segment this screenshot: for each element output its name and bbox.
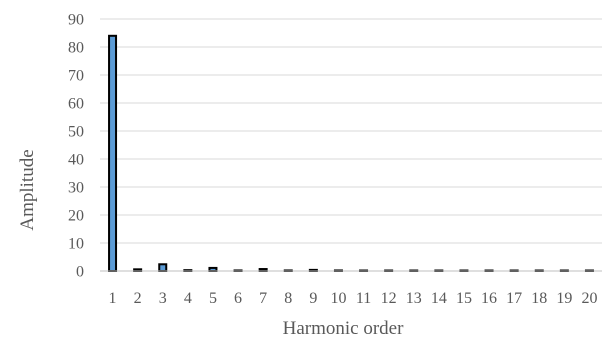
x-tick-label: 12 [381,290,397,307]
x-tick-label: 1 [109,290,117,307]
x-tick-label: 16 [481,290,497,307]
x-tick-label: 10 [330,290,346,307]
y-tick-label: 20 [68,208,84,225]
y-tick-label: 30 [68,180,84,197]
bars [108,34,594,273]
x-tick-label: 19 [556,290,572,307]
x-tick-labels: 1 2 3 4 5 6 7 8 9 10 11 12 13 14 15 16 17 18 19 20 [109,290,598,307]
x-tick-label: 15 [456,290,472,307]
x-tick-label: 8 [284,290,292,307]
x-tick-label: 14 [431,290,447,307]
y-tick-label: 40 [68,152,84,169]
gridlines [100,18,602,244]
x-tick-label: 2 [134,290,142,307]
x-tick-label: 17 [506,290,522,307]
x-axis-title: Harmonic order [283,318,404,339]
x-tick-label: 3 [159,290,167,307]
x-tick-label: 13 [406,290,422,307]
x-tick-label: 7 [259,290,267,307]
y-tick-label: 80 [68,40,84,57]
y-tick-label: 90 [68,12,84,29]
bar-harmonic-3 [158,263,168,272]
x-tick-label: 11 [356,290,371,307]
x-tick-label: 18 [531,290,547,307]
y-tick-labels: 0 10 20 30 40 50 60 70 80 90 [68,12,84,281]
x-tick-label: 6 [234,290,242,307]
x-tick-label: 4 [184,290,192,307]
bar-harmonic-1 [108,34,118,272]
y-tick-label: 60 [68,96,84,113]
y-tick-label: 0 [76,264,84,281]
x-tick-label: 9 [309,290,317,307]
y-tick-label: 10 [68,236,84,253]
x-tick-label: 20 [581,290,597,307]
y-tick-label: 70 [68,68,84,85]
y-axis-title: Amplitude [17,149,38,230]
x-tick-label: 5 [209,290,217,307]
y-tick-label: 50 [68,124,84,141]
